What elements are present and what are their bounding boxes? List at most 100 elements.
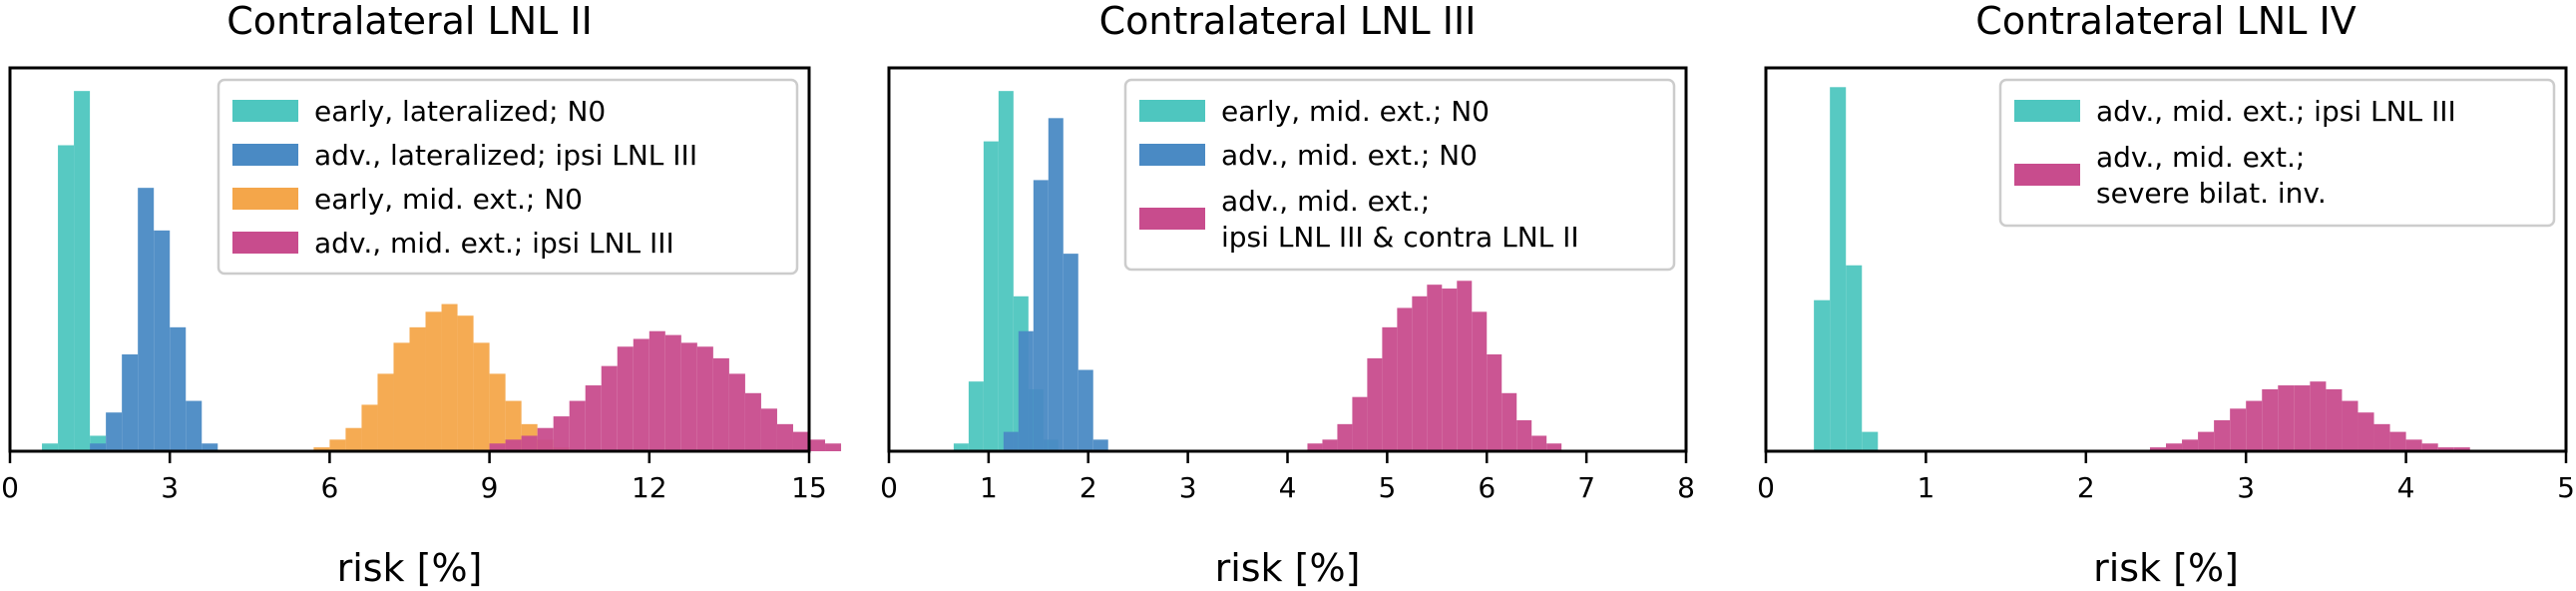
histogram-bar [569,400,586,451]
histogram-bar [106,412,123,451]
histogram-bar [1472,311,1488,451]
histogram-bar [2246,400,2263,451]
histogram-bar [202,443,218,451]
histogram-bar [313,447,330,451]
histogram-bar [1427,285,1443,451]
histogram-bar [2310,381,2327,451]
histogram-bar [473,342,490,451]
chart-panel-2: 0 1 2 3 4 5 6 7 8 Contralateral LNL III risk [%] ea… [880,0,1695,590]
series-3 [1307,281,1562,451]
histogram-bar [138,188,155,451]
histogram-bar [505,439,522,451]
histogram-bar [521,435,538,451]
histogram-bar [154,230,171,451]
histogram-bar [953,443,969,451]
x-tick-label: 2 [2077,471,2095,504]
histogram-bar [1322,439,1338,451]
chart-title: Contralateral LNL IV [1975,0,2356,43]
histogram-bar [1397,307,1413,451]
legend-entry-line: adv., mid. ext.; [1221,185,1430,218]
x-tick-label: 8 [1677,471,1695,504]
histogram-bar [664,334,681,451]
x-axis-label: risk [%] [337,546,483,590]
series-2 [2149,381,2470,451]
histogram-bar [361,404,378,451]
histogram-bar [601,365,618,451]
histogram-bar [2262,388,2279,451]
histogram-bar [2198,431,2215,451]
histogram-bar [1412,296,1428,451]
legend-entry-label: early, lateralized; N0 [314,95,606,128]
x-axis-label: risk [%] [2093,546,2239,590]
histogram-bar [489,373,506,451]
histogram-bar [648,330,665,451]
legend-swatch [1139,100,1205,122]
histogram-bar [2342,400,2359,451]
histogram-bar [1546,443,1562,451]
histogram-bar [2230,408,2247,451]
histogram-bar [186,400,203,451]
histogram-bar [2278,385,2295,451]
legend-swatch [232,232,298,254]
chart-title: Contralateral LNL II [226,0,593,43]
legend-entry-label: early, mid. ext.; N0 [1221,95,1490,128]
histogram-bar [2453,447,2470,451]
x-tick-label: 4 [1279,471,1297,504]
histogram-bar [1092,439,1108,451]
histogram-bar [409,326,426,451]
axes-frame [1764,66,2568,453]
legend-entry-label: adv., mid. ext.; N0 [1221,139,1478,172]
x-tick-label: 12 [632,471,667,504]
histogram-bar [1033,180,1049,451]
histogram-bar [585,385,602,451]
histogram-bar [1862,431,1879,451]
series-1 [1814,87,1879,451]
legend-entry-line: adv., mid. ext.; [2096,141,2305,174]
x-tick-label: 3 [161,471,179,504]
histogram-bar [393,342,410,451]
series-4 [489,330,842,451]
histogram-bar [633,338,649,451]
histogram-bar [58,145,75,452]
legend-entry-label: adv., mid. ext.; ipsi LNL III [314,227,674,260]
chart-panel-3: 0 1 2 3 4 5 Contralateral LNL IV risk [%] adv., … [1757,0,2575,590]
histogram-bar [1814,299,1831,451]
legend-swatch [2014,164,2080,186]
histogram-bar [457,315,474,451]
histogram-bar [441,303,458,451]
histogram-bar [968,381,984,451]
legend-entry-label: adv., lateralized; ipsi LNL III [314,139,697,172]
histogram-bar [2421,443,2438,451]
axes-frame [8,66,811,453]
legend-box [216,78,799,276]
histogram-bar [1442,289,1458,451]
x-tick-label: 9 [481,471,499,504]
histogram-bar [1516,419,1532,451]
histogram-bar [809,439,826,451]
legend-swatch [232,100,298,122]
histogram-bar [1048,118,1064,451]
histogram-bar [2182,439,2199,451]
series-2 [1003,118,1108,451]
histogram-bar [1077,369,1093,451]
histogram-bar [377,373,394,451]
x-tick-label: 6 [1478,471,1496,504]
chart-panel-1: 0 3 6 9 12 15 Contralateral LNL II risk [%] earl… [1,0,842,590]
legend-swatch [232,144,298,166]
histogram-bar [1367,357,1383,451]
histogram-bar [1487,354,1503,451]
histogram-bar [2294,385,2311,451]
x-axis-label: risk [%] [1215,546,1361,590]
histogram-bar [792,431,809,451]
legend-swatch [2014,100,2080,122]
legend-swatch [1139,144,1205,166]
histogram-bar [2373,423,2390,451]
histogram-bar [825,443,842,451]
histogram-bar [553,416,570,451]
histogram-bar [425,311,442,451]
histogram-bar [345,427,362,451]
histogram-bar [122,354,139,451]
x-tick-label: 7 [1577,471,1595,504]
histogram-bar [489,443,506,451]
